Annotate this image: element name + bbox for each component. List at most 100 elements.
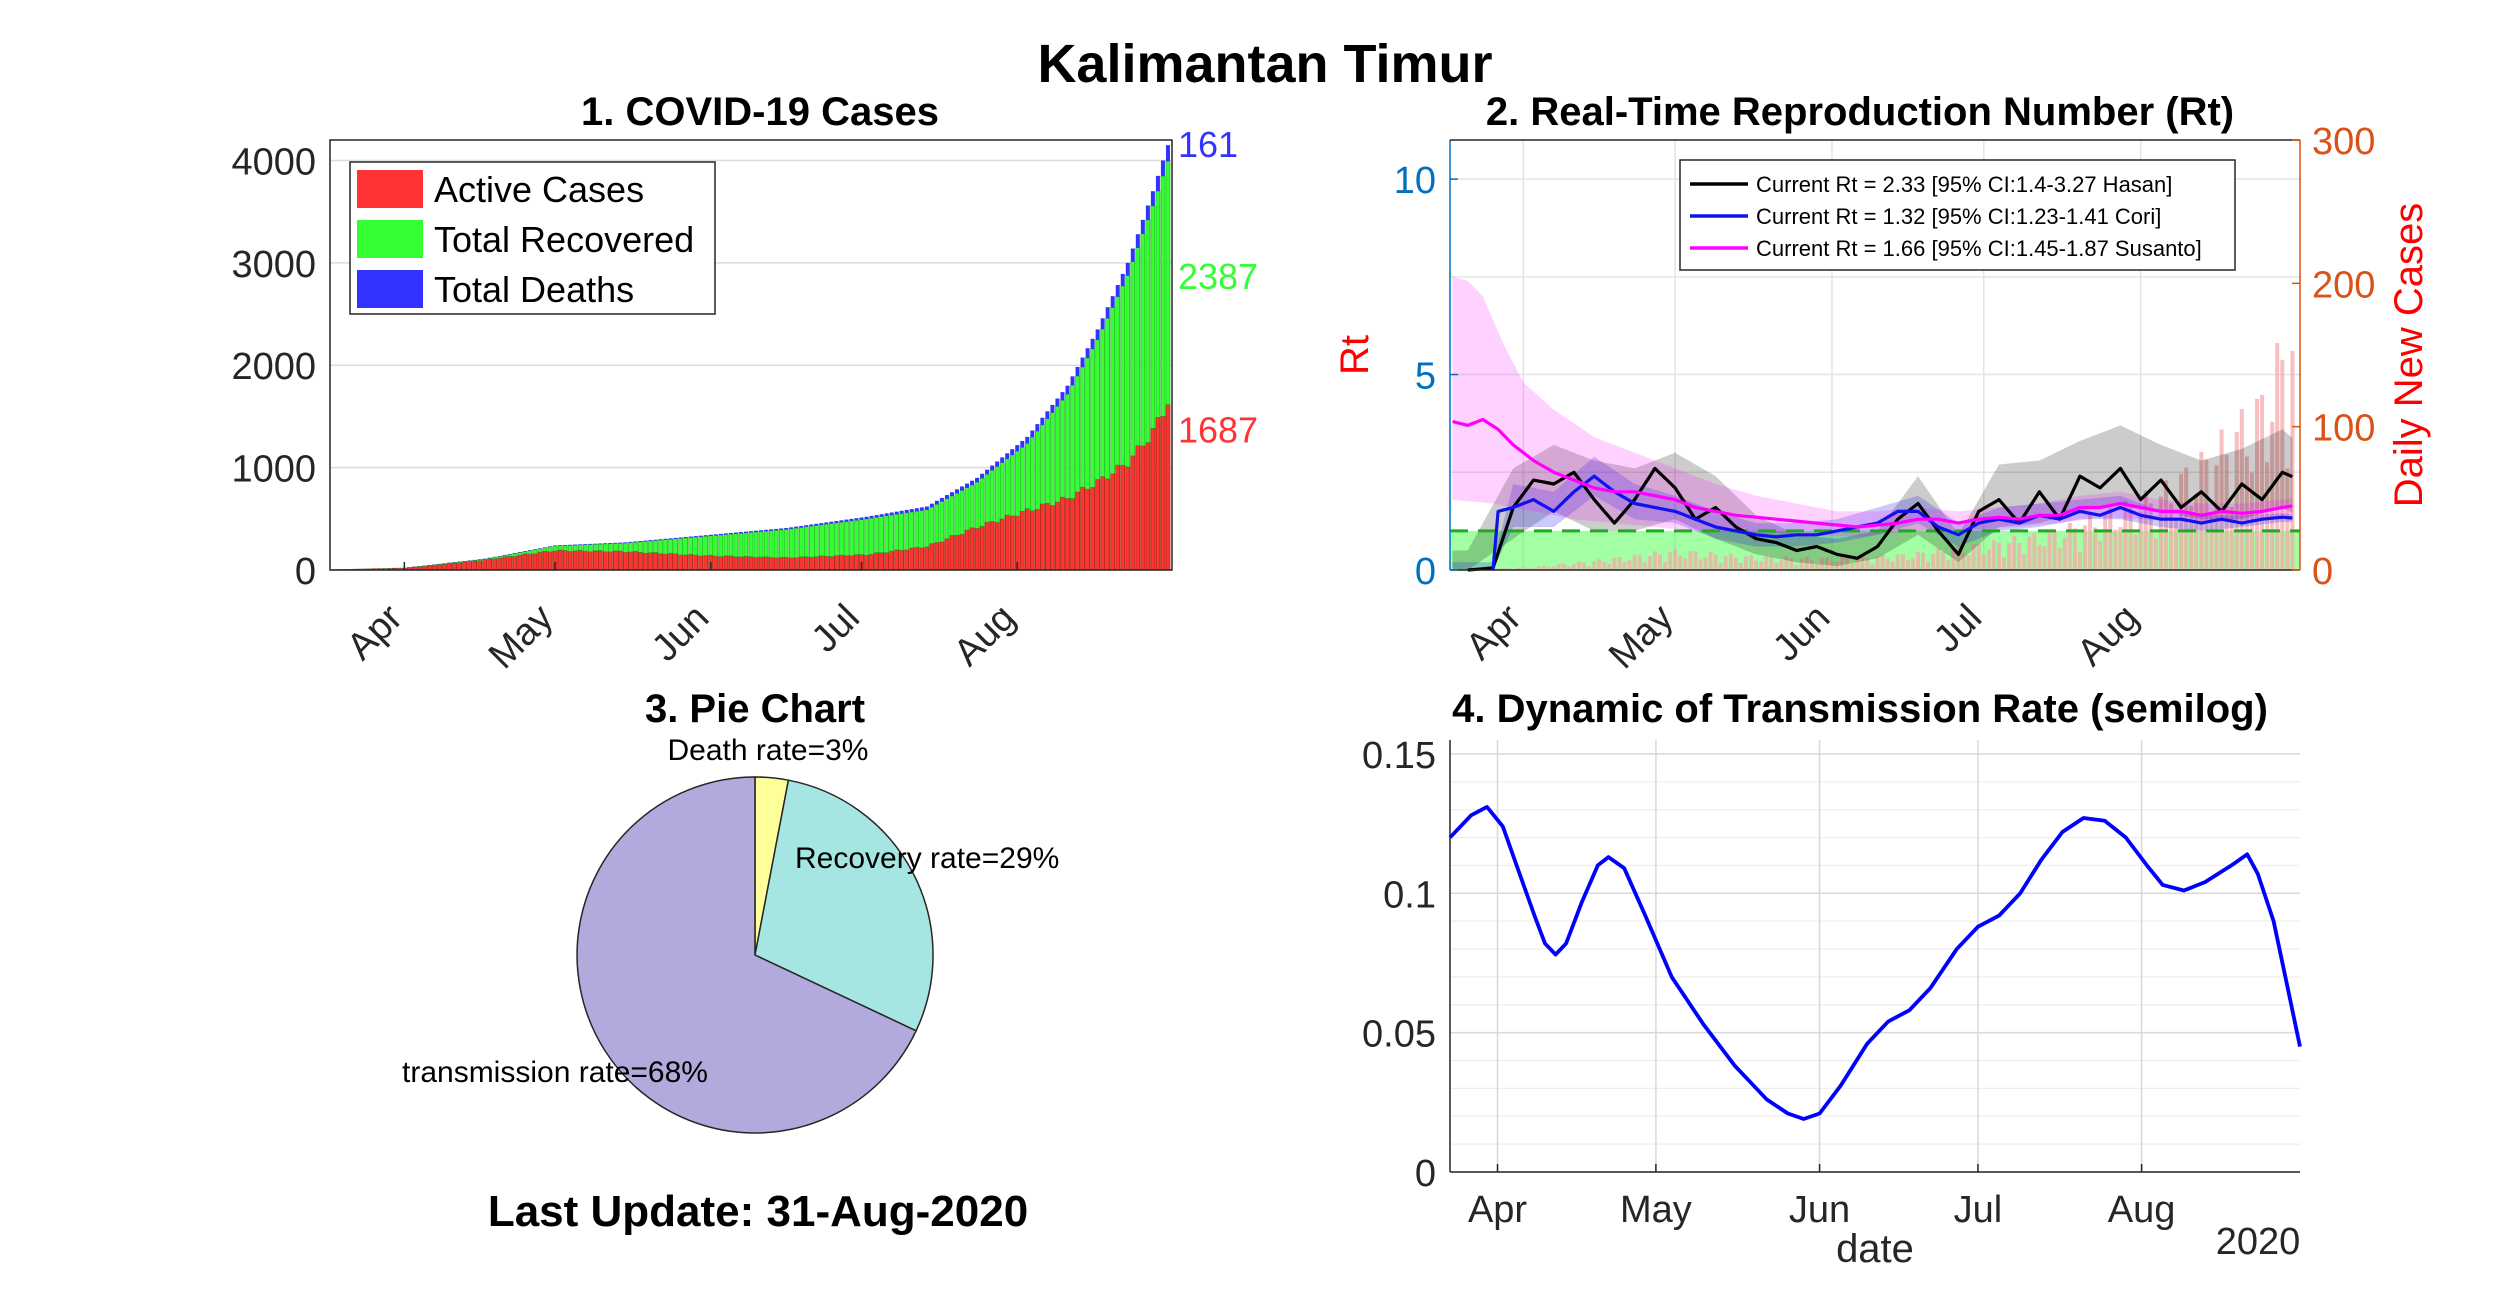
deaths-bar [638, 541, 643, 542]
daily-cases-bar [2047, 530, 2052, 570]
daily-cases-bar [2113, 529, 2118, 570]
active-cases-bar [899, 549, 905, 571]
active-cases-bar [688, 553, 694, 571]
rt-below-threshold-band [1450, 530, 2300, 570]
recovered-bar [1045, 418, 1050, 504]
active-cases-bar [482, 559, 488, 571]
deaths-bar [1160, 160, 1165, 177]
deaths-bar [990, 465, 995, 471]
recovered-bar [869, 517, 874, 555]
deaths-bar [1050, 404, 1055, 413]
recovered-bar [1055, 406, 1060, 503]
daily-cases-bar [1946, 560, 1951, 570]
deaths-bar [623, 542, 628, 544]
daily-cases-bar [2057, 548, 2062, 570]
daily-cases-bar [2143, 490, 2148, 570]
active-cases-bar [673, 553, 679, 571]
deaths-bar [879, 514, 884, 517]
deaths-bar [568, 544, 573, 546]
daily-cases-bar [1728, 553, 1733, 570]
deaths-bar [985, 469, 990, 475]
active-cases-bar [713, 555, 719, 571]
recovered-bar [798, 527, 804, 557]
daily-cases-bar [1622, 561, 1627, 570]
recovered-bar [758, 531, 764, 558]
active-cases-bar [622, 551, 628, 571]
recovered-bar [507, 554, 513, 557]
daily-cases-bar [1703, 557, 1708, 570]
deaths-bar [718, 533, 723, 536]
transmission-x-tick-label: Jun [1789, 1189, 1850, 1231]
daily-cases-bar [1587, 566, 1592, 570]
legend-active-swatch [357, 170, 423, 208]
deaths-bar [929, 503, 934, 508]
recovered-bar [522, 551, 528, 555]
daily-cases-bar [2163, 480, 2168, 570]
deaths-bar [769, 529, 774, 531]
recovered-bar [748, 532, 754, 557]
daily-cases-bar [1536, 566, 1541, 570]
rt-y-tick-label: 10 [1394, 160, 1436, 202]
recovered-bar [683, 537, 688, 556]
recovered-bar [949, 495, 955, 536]
daily-cases-bar [1612, 558, 1617, 570]
recovered-bar [854, 520, 859, 555]
recovered-bar [904, 512, 910, 551]
daily-cases-bar [1769, 557, 1774, 570]
active-cases-bar [587, 551, 593, 571]
deaths-bar [934, 500, 939, 505]
deaths-bar [1135, 234, 1140, 248]
recovered-bar [577, 544, 583, 551]
daily-cases-bar [2189, 505, 2194, 570]
daily-cases-bar [2168, 503, 2173, 570]
active-cases-bar [462, 561, 468, 571]
daily-cases-bar [2179, 473, 2184, 570]
daily-cases-bar [2260, 395, 2265, 570]
active-cases-bar [1014, 515, 1020, 571]
active-cases-bar [924, 546, 930, 571]
recovered-bar [532, 549, 538, 555]
deaths-bar [1140, 219, 1145, 234]
recovered-bar [472, 559, 477, 562]
active-cases-bar [864, 554, 869, 571]
active-cases-bar [854, 554, 859, 571]
daily-cases-bar [1561, 563, 1566, 570]
recovered-bar [738, 533, 744, 558]
deaths-bar [743, 531, 748, 533]
recovered-bar [984, 473, 990, 523]
daily-cases-bar [1708, 551, 1713, 570]
active-cases-bar [592, 550, 598, 571]
daily-cases-bar [1652, 551, 1657, 570]
recovered-bar [824, 523, 829, 557]
active-cases-bar [728, 555, 734, 571]
recovered-bar [1050, 412, 1055, 506]
deaths-bar [959, 486, 965, 491]
deaths-bar [1105, 307, 1110, 319]
daily-cases-bar [1556, 563, 1561, 570]
active-cases-bar [818, 555, 824, 571]
deaths-bar [678, 537, 683, 539]
recovered-bar [1090, 348, 1095, 488]
deaths-bar [799, 525, 804, 528]
daily-cases-bar [1850, 563, 1855, 570]
daily-cases-bar [1668, 551, 1673, 570]
active-cases-bar [602, 551, 608, 571]
active-cases-bar [733, 556, 739, 571]
daily-cases-bar [1971, 544, 1976, 570]
daily-cases-bar [2002, 557, 2007, 570]
active-cases-bar [537, 551, 543, 571]
daily-cases-bar [1824, 557, 1829, 570]
recovered-bar [718, 534, 724, 557]
recovered-bar [793, 527, 799, 558]
deaths-bar [995, 461, 1000, 467]
daily-cases-bar [1743, 556, 1748, 570]
daily-cases-bar [1551, 566, 1556, 570]
active-cases-bar [557, 549, 563, 571]
recovered-bar [1100, 328, 1105, 477]
deaths-bar [708, 534, 713, 536]
deaths-bar [794, 526, 799, 529]
recovered-bar [994, 466, 1000, 523]
deaths-bar [980, 473, 985, 479]
deaths-bar [1080, 357, 1085, 368]
